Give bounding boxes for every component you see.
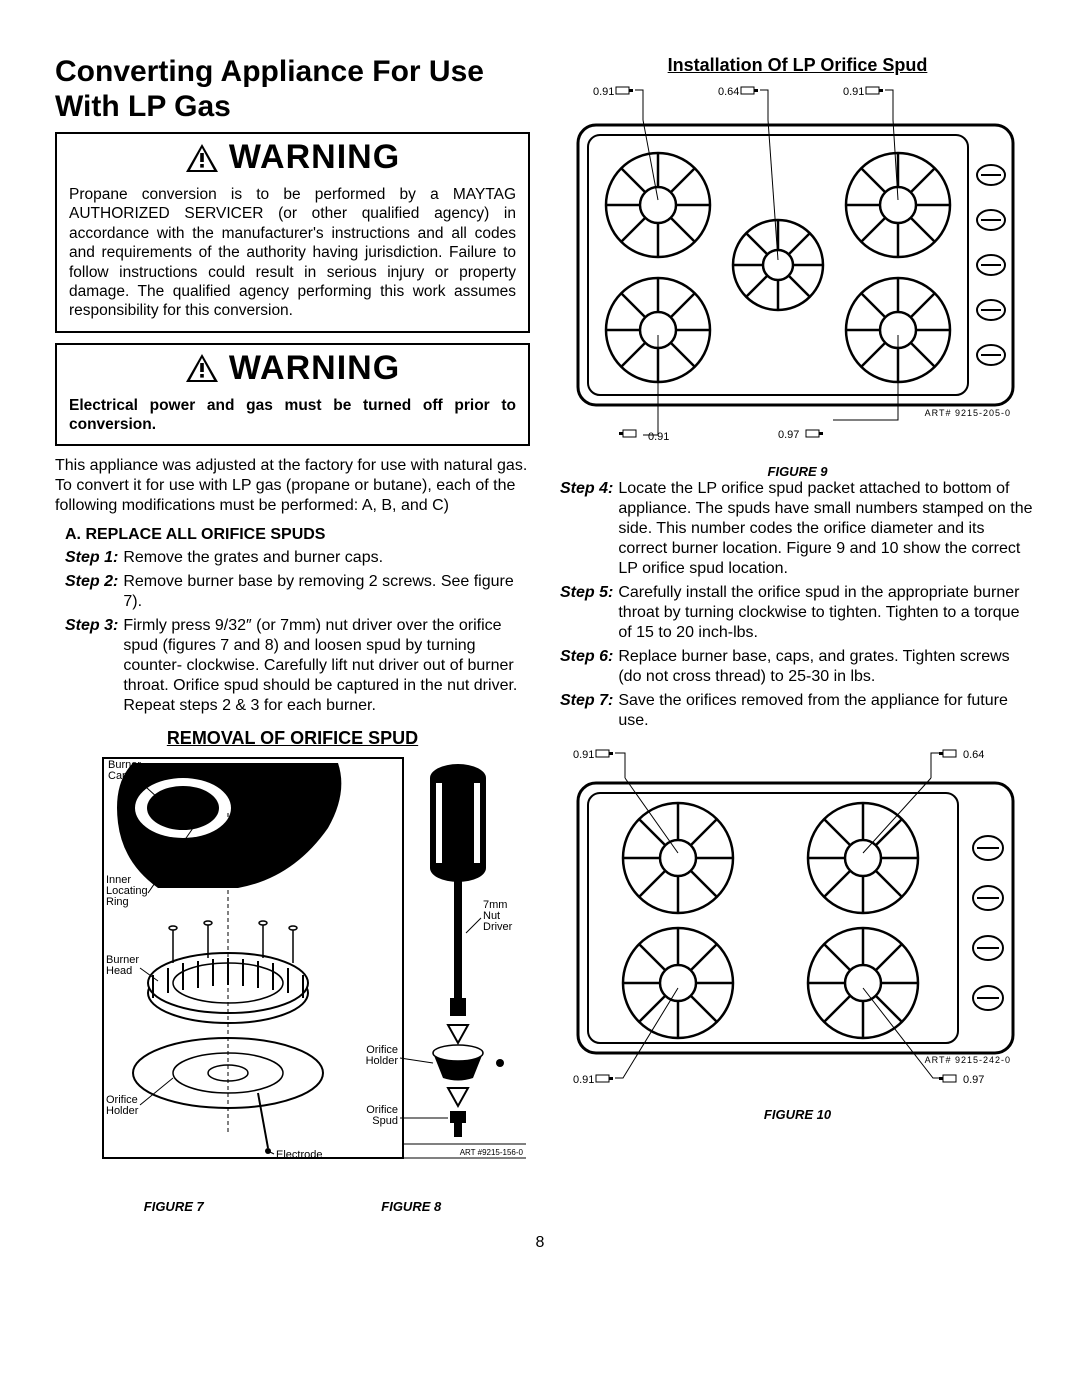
step-label: Step 6: [560,647,613,687]
svg-text:0.91: 0.91 [593,86,614,98]
warning-header-1: WARNING [57,134,528,179]
install-heading: Installation Of LP Orifice Spud [560,55,1035,76]
svg-text:0.64: 0.64 [718,86,739,98]
step-label: Step 3: [65,616,118,716]
svg-text:0.97: 0.97 [963,1074,984,1086]
svg-text:0.91: 0.91 [648,431,669,443]
figure-9-caption: FIGURE 9 [768,464,828,479]
label-electrode: Electrode [276,1149,322,1161]
warning-header-2: WARNING [57,345,528,390]
label-orifice-spud: OrificeSpud [366,1104,398,1127]
warning-icon [185,353,219,383]
art-10: ART# 9215-242-0 [924,1055,1010,1065]
label-burner-head: BurnerHead [106,954,139,977]
warning-body-1: Propane conversion is to be performed by… [57,179,528,331]
warning-label-1: WARNING [229,138,400,177]
page-title: Converting Appliance For Use With LP Gas [55,55,530,124]
art-9: ART# 9215-205-0 [924,408,1010,418]
figure-7-8-svg: BurnerCap InnerLocatingRing BurnerHead O… [58,753,528,1193]
step-6: Step 6: Replace burner base, caps, and g… [560,647,1035,687]
steps-right: Step 4: Locate the LP orifice spud packe… [560,479,1035,731]
step-label: Step 1: [65,548,118,568]
step-text: Remove the grates and burner caps. [123,548,383,568]
svg-text:0.64: 0.64 [963,749,984,761]
removal-heading: REMOVAL OF ORIFICE SPUD [55,728,530,749]
steps-left: Step 1: Remove the grates and burner cap… [65,548,530,716]
warning-body-2: Electrical power and gas must be turned … [57,390,528,445]
step-4: Step 4: Locate the LP orifice spud packe… [560,479,1035,579]
figure-10-svg: 0.91 0.64 [563,743,1033,1103]
svg-text:0.91: 0.91 [843,86,864,98]
art-7: ART #9215-156-0 [459,1148,523,1157]
step-text: Locate the LP orifice spud packet attach… [618,479,1035,579]
step-2: Step 2: Remove burner base by removing 2… [65,572,530,612]
page: Converting Appliance For Use With LP Gas… [0,0,1080,1234]
label-orifice-holder: OrificeHolder [106,1094,139,1117]
step-text: Save the orifices removed from the appli… [618,691,1035,731]
step-label: Step 4: [560,479,613,579]
label-inner-ring: InnerLocatingRing [106,874,148,908]
label-nut-driver: 7mmNutDriver [483,899,513,933]
step-text: Replace burner base, caps, and grates. T… [618,647,1035,687]
page-number: 8 [0,1234,1080,1272]
figure-9: 0.91 0.64 0.91 [560,80,1035,479]
label-orifice-holder2: OrificeHolder [365,1044,398,1067]
warning-box-1: WARNING Propane conversion is to be perf… [55,132,530,333]
step-label: Step 5: [560,583,613,643]
step-text: Carefully install the orifice spud in th… [618,583,1035,643]
figure-9-svg: 0.91 0.64 0.91 [563,80,1033,460]
figure-8-caption: FIGURE 8 [381,1199,441,1214]
figure-7-caption: FIGURE 7 [144,1199,204,1214]
figure-10: 0.91 0.64 [560,743,1035,1122]
warning-box-2: WARNING Electrical power and gas must be… [55,343,530,447]
left-column: Converting Appliance For Use With LP Gas… [55,55,530,1214]
intro-paragraph: This appliance was adjusted at the facto… [55,456,530,516]
svg-text:0.97: 0.97 [778,429,799,441]
svg-text:0.91: 0.91 [573,749,594,761]
svg-text:0.91: 0.91 [573,1074,594,1086]
warning-icon [185,143,219,173]
step-7: Step 7: Save the orifices removed from t… [560,691,1035,731]
step-3: Step 3: Firmly press 9/32″ (or 7mm) nut … [65,616,530,716]
step-text: Firmly press 9/32″ (or 7mm) nut driver o… [123,616,530,716]
section-a-heading: A. REPLACE ALL ORIFICE SPUDS [65,526,530,544]
warning-label-2: WARNING [229,349,400,388]
step-1: Step 1: Remove the grates and burner cap… [65,548,530,568]
step-label: Step 2: [65,572,118,612]
figure-7-8: BurnerCap InnerLocatingRing BurnerHead O… [55,753,530,1214]
step-label: Step 7: [560,691,613,731]
figure-10-caption: FIGURE 10 [764,1107,831,1122]
step-text: Remove burner base by removing 2 screws.… [123,572,530,612]
step-5: Step 5: Carefully install the orifice sp… [560,583,1035,643]
right-column: Installation Of LP Orifice Spud 0.91 0.6… [560,55,1035,1214]
